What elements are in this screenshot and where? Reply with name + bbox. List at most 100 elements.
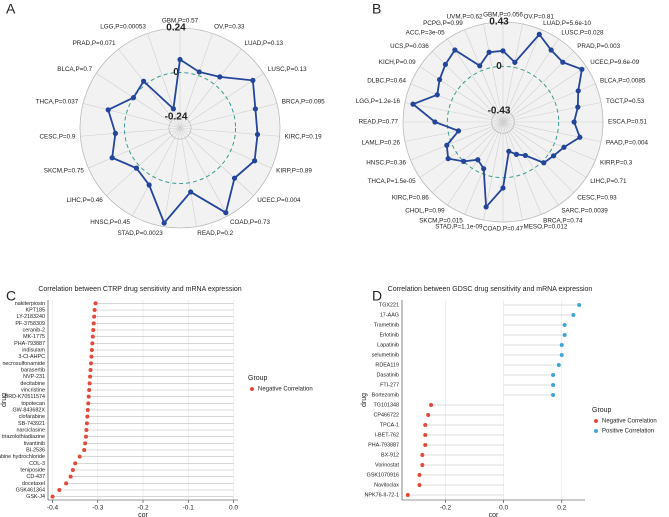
y-tick-label: FTI-277 [380,382,399,388]
radar-category-label: UCEC,P=0.004 [257,197,301,204]
radar-category-label: HNSC,P=0.45 [90,219,130,226]
radar-category-label: ESCA,P=0.51 [608,119,648,126]
y-tick-label: indisulam [22,347,45,353]
chart-title: Correlation between CTRP drug sensitivit… [38,286,241,293]
radar-spoke [88,127,181,169]
y-tick-label: topotecan [21,401,45,407]
radar-point [575,88,581,94]
radar-point [541,160,547,166]
radar-tick-label: 0.24 [166,23,186,34]
radar-spoke [502,121,574,193]
radar-category-label: THCA,P=1.5e-05 [368,178,417,185]
lollipop-point [551,373,556,377]
radar-point [436,77,443,83]
radar-point [477,63,483,69]
radar-point [445,156,451,162]
radar-point [548,47,554,53]
radar-category-label: COAD,P=0.47 [483,226,524,233]
y-tick-label: 17-AAG [380,312,399,318]
radar-point [223,210,229,216]
radar-point [486,49,492,55]
radar-spoke [179,127,280,137]
y-tick-label: KPT185 [26,307,45,313]
radar-point [188,189,194,195]
lollipop-point [64,481,69,486]
radar-point [550,153,557,159]
lollipop-point [90,334,95,339]
radar-category-label: READ,P=0.2 [197,230,233,237]
radar-point [161,220,167,226]
radar-category-label: GBM,P=0.056 [483,12,523,19]
radar-point [250,77,256,83]
radar-category-label: READ,P=0.77 [359,119,399,126]
radar-category-label: STAD,P=0.0023 [117,230,163,237]
lollipop-point [87,388,92,392]
radar-category-label: LUSC,P=0.028 [561,30,604,37]
radar-category-label: DLBC,P=0.64 [367,78,406,85]
radar-line [107,57,259,225]
y-tick-label: RDEA119 [375,362,399,368]
panel-letter: C [6,288,16,304]
lollipop-point [88,374,93,379]
x-tick-label: -0.2 [137,505,149,512]
radar-spoke [132,127,181,217]
radar-category-label: LGG,P=0.00053 [100,23,146,30]
lollipop-point [551,383,556,387]
x-axis-label: cor [489,512,499,517]
radar-category-label: LUAD,P=5.6e-10 [543,20,591,27]
radar-point [254,131,261,138]
lollipop-point [84,434,88,439]
radar-point [575,104,581,110]
y-tick-label: docetaxel [22,481,45,487]
lollipop-point [89,354,94,359]
radar-category-label: TGCT,P=0.53 [606,98,645,105]
y-tick-label: clofarabine [19,414,45,420]
radar-category-label: ACC,P=3e-05 [406,30,446,37]
lollipop-point [417,473,422,477]
radar-point [130,95,137,101]
y-tick-label: Vorinostat [375,462,399,468]
radar-category-label: BRCA,P=0.095 [282,98,325,105]
radar-spoke [96,73,181,129]
lollipop-point [84,421,89,426]
radar-point [571,119,577,125]
y-tick-label: Dasatinib [377,372,399,378]
radar-category-label: MESO,P=0.012 [523,224,567,231]
radar-spoke [179,127,228,217]
y-tick-label: GSK461364 [16,487,45,493]
legend-marker [250,387,254,391]
radar-spoke [483,23,504,123]
lollipop-point [571,313,576,317]
radar-category-label: KIRC,P=0.19 [285,134,322,141]
y-tick-label: ceranib-2 [23,327,45,333]
radar-spoke [447,38,504,123]
x-tick-label: 0.0 [229,505,238,512]
radar-spoke [502,121,587,178]
lollipop-point [405,493,410,497]
radar-point [475,157,481,163]
y-tick-label: BRD-K70511574 [5,394,45,400]
radar-category-label: HNSC,P=0.36 [366,160,406,167]
radar-spoke [118,48,181,129]
radar-spoke [502,121,602,142]
radar-category-label: LAML,P=0.26 [362,140,401,147]
radar-spoke [80,127,181,137]
radar-point [579,66,585,72]
lollipop-point [93,301,98,306]
lollipop-point [88,368,93,372]
radar-grid-circle [123,71,237,185]
radar-category-label: CESC,P=0.9 [39,134,75,141]
radar-grid-circle [79,27,281,229]
y-tick-label: I-BET-762 [375,432,399,438]
radar-spoke [502,121,523,221]
radar-point [577,134,583,140]
radar-spoke [419,66,504,123]
lollipop-point [420,463,425,467]
radar-category-label: KIRC,P=0.86 [392,194,429,201]
lollipop-point [423,443,428,447]
radar-spoke [179,127,197,227]
radar-point [481,166,487,172]
radar-spoke [179,127,254,196]
radar-point [410,101,416,107]
